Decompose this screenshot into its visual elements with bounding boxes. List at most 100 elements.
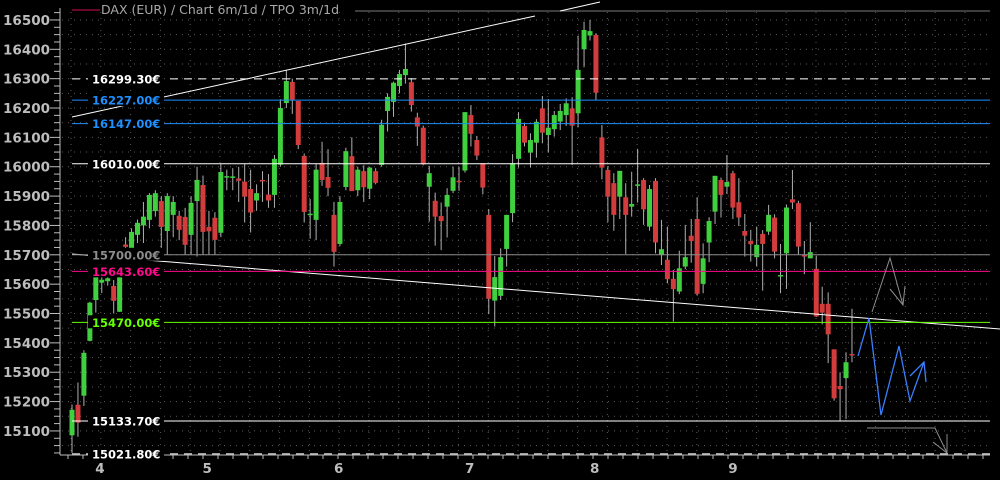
candle-body-up (504, 214, 510, 249)
candle-body-down (611, 183, 617, 215)
candle (402, 43, 408, 84)
candle-body-down (456, 180, 462, 183)
candle (456, 166, 462, 191)
candle (224, 169, 230, 191)
candle-body-down (623, 197, 629, 215)
y-tick-label: 15800 (3, 218, 50, 234)
price-level[interactable]: 15643.60€ (72, 264, 990, 279)
candle-body-up (343, 151, 349, 187)
candle (605, 166, 611, 223)
price-level-label: 16010.00€ (92, 157, 160, 171)
candle (170, 196, 176, 238)
candle-body-down (641, 179, 647, 210)
candle-body-down (688, 235, 694, 242)
candle-body-down (319, 162, 325, 180)
blue-arrowhead-icon (909, 360, 927, 383)
candle (301, 153, 307, 223)
candle (379, 119, 385, 167)
candle-body-up (367, 167, 373, 189)
x-tick-label: 6 (334, 461, 343, 477)
candle (492, 255, 498, 327)
candle-body-down (432, 200, 438, 217)
candle (289, 78, 295, 114)
price-level-label-bg (88, 71, 164, 85)
candle-body-up (647, 189, 653, 227)
candle-body-down (522, 125, 528, 143)
candle-body-up (283, 81, 289, 104)
candle-body-down (849, 354, 855, 356)
candle (194, 166, 200, 257)
candle-body-up (391, 82, 397, 102)
price-level-label: 15470.00€ (92, 316, 160, 330)
candles (69, 19, 855, 453)
candle-body-up (527, 140, 533, 153)
candle-body-up (563, 103, 569, 116)
price-level[interactable]: 16147.00€ (72, 116, 990, 132)
candle (670, 270, 676, 322)
candle (230, 168, 236, 191)
candle-body-down (772, 217, 778, 252)
price-level-label-bg (88, 116, 164, 130)
candle (563, 98, 569, 126)
price-level[interactable]: 16227.00€ (72, 93, 990, 108)
price-level[interactable]: 16010.00€ (72, 156, 990, 172)
gray-projection-arrow-down[interactable] (867, 427, 948, 454)
candle (837, 372, 843, 421)
candle (337, 196, 343, 246)
candle-body-down (408, 82, 414, 106)
gray-down-arrowhead-icon (932, 434, 948, 455)
candle (533, 119, 539, 158)
candle (444, 188, 450, 238)
candle-body-down (819, 303, 825, 313)
candle-body-up (194, 179, 200, 202)
price-level[interactable]: 15470.00€ (72, 315, 990, 330)
candle (527, 133, 533, 168)
candle (688, 218, 694, 263)
candle-body-up (396, 73, 402, 87)
candle (504, 214, 510, 267)
candle (652, 178, 658, 254)
y-tick-label: 15100 (3, 424, 50, 440)
candle (623, 183, 629, 254)
candle (682, 224, 688, 270)
candle-body-up (706, 221, 712, 243)
candle-body-down (236, 178, 242, 181)
price-level[interactable]: 16299.30€ (72, 71, 990, 87)
candle (599, 125, 605, 180)
candle-body-up (676, 268, 682, 292)
price-level[interactable]: 15700.00€ (72, 247, 990, 262)
price-level[interactable]: 15133.70€ (72, 414, 990, 429)
y-tick-label: 16100 (3, 130, 50, 146)
blue-projection-zigzag[interactable] (857, 317, 925, 416)
candle-body-up (254, 193, 260, 201)
candle-body-up (783, 207, 789, 254)
gray-projection-arrow-up[interactable] (871, 256, 904, 313)
candle-body-up (93, 275, 99, 301)
y-tick-label: 15900 (3, 189, 50, 205)
candle-body-up (224, 176, 230, 178)
candle-body-up (337, 201, 343, 244)
candle-body-down (182, 216, 188, 245)
candle-body-up (99, 279, 105, 283)
candle (742, 213, 748, 257)
candle (516, 112, 522, 168)
candle-body-up (766, 214, 772, 232)
candle-body-down (694, 218, 700, 294)
y-tick-label: 16000 (3, 160, 50, 176)
price-level[interactable]: 15021.80€ (72, 446, 990, 462)
candle-body-up (551, 115, 557, 130)
lower-trendline[interactable] (71, 253, 1000, 330)
candle-body-up (575, 69, 581, 114)
candle-body-down (593, 34, 599, 93)
price-level-label-bg (88, 446, 164, 460)
candle-body-up (682, 257, 688, 267)
candle-body-up (146, 194, 152, 220)
candle (81, 350, 87, 406)
candle (218, 163, 224, 238)
candle (754, 226, 760, 267)
price-level-label-bg (88, 315, 164, 329)
upper-trendline-extension[interactable] (559, 1, 601, 12)
candle-body-down (474, 140, 480, 156)
x-tick-label: 5 (202, 461, 211, 477)
candle (140, 201, 146, 244)
